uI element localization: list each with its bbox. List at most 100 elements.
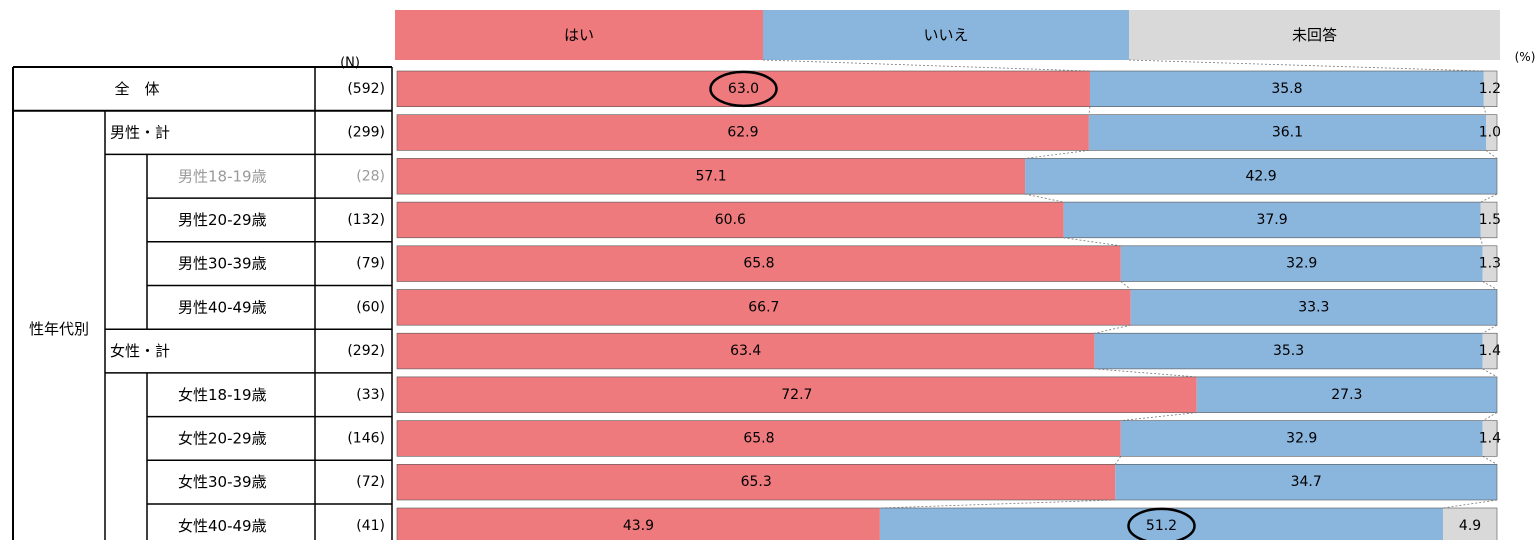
connector-line bbox=[1025, 193, 1064, 203]
bar-segment-1 bbox=[1063, 202, 1481, 238]
data-label-2: 4.9 bbox=[1459, 518, 1481, 534]
data-label-1: 42.9 bbox=[1245, 168, 1276, 184]
bar-segment-1 bbox=[1090, 71, 1484, 107]
connector-line bbox=[1025, 150, 1089, 159]
highlight-circle bbox=[1127, 507, 1196, 540]
legend-label-2: 未回答 bbox=[1292, 26, 1337, 44]
legend-label-0: はい bbox=[564, 26, 594, 44]
legend-connector bbox=[762, 59, 1091, 72]
bar-outline bbox=[396, 289, 1498, 326]
data-label-0: 60.6 bbox=[715, 212, 746, 228]
bar-segment-0 bbox=[397, 508, 880, 540]
legend-label-1: いいえ bbox=[923, 26, 968, 44]
row-n: (33) bbox=[356, 387, 385, 403]
row-label: 全 体 bbox=[114, 80, 159, 98]
bar-segment-2 bbox=[1443, 508, 1497, 540]
bar-outline bbox=[396, 70, 1498, 108]
data-label-0: 63.0 bbox=[728, 81, 759, 97]
bar-segment-1 bbox=[1088, 114, 1486, 151]
connector-line bbox=[879, 499, 1116, 509]
row-label: 女性40-49歳 bbox=[178, 517, 267, 535]
connector-line bbox=[1482, 368, 1498, 378]
connector-line bbox=[1088, 106, 1091, 115]
bar-segment-1 bbox=[1130, 289, 1497, 326]
data-label-0: 63.4 bbox=[730, 343, 761, 359]
bar-outline bbox=[396, 376, 1498, 413]
data-label-0: 66.7 bbox=[748, 299, 779, 315]
connector-line bbox=[1120, 281, 1131, 290]
connector-line bbox=[1480, 193, 1498, 203]
data-label-2: 1.3 bbox=[1479, 256, 1501, 272]
data-label-0: 57.1 bbox=[695, 168, 726, 184]
row-n: (299) bbox=[347, 125, 385, 141]
bar-segment-0 bbox=[397, 71, 1090, 107]
connector-line bbox=[1482, 455, 1498, 465]
connector-line bbox=[1120, 412, 1197, 421]
data-label-2: 1.2 bbox=[1479, 81, 1501, 97]
row-n: (592) bbox=[347, 81, 385, 97]
data-label-1: 51.2 bbox=[1146, 518, 1177, 534]
data-label-0: 65.3 bbox=[741, 474, 772, 490]
bar-segment-2 bbox=[1482, 333, 1499, 369]
data-label-0: 72.7 bbox=[781, 387, 812, 403]
row-n: (132) bbox=[347, 212, 385, 228]
data-label-1: 27.3 bbox=[1331, 387, 1362, 403]
group-label: 性年代別 bbox=[29, 320, 89, 338]
data-label-1: 32.9 bbox=[1286, 430, 1317, 446]
connector-line bbox=[1443, 499, 1498, 509]
bar-segment-0 bbox=[397, 158, 1026, 195]
connector-line bbox=[1485, 150, 1498, 159]
data-label-0: 62.9 bbox=[727, 125, 758, 141]
bar-segment-1 bbox=[1196, 376, 1497, 413]
bar-segment-0 bbox=[397, 202, 1064, 238]
data-label-1: 33.3 bbox=[1298, 299, 1329, 315]
row-label: 女性・計 bbox=[110, 342, 170, 360]
bar-segment-1 bbox=[1120, 420, 1483, 457]
bar-segment-0 bbox=[397, 114, 1089, 151]
data-label-2: 1.4 bbox=[1479, 343, 1501, 359]
bar-outline bbox=[396, 245, 1498, 282]
bar-segment-0 bbox=[397, 376, 1197, 413]
row-n: (60) bbox=[356, 299, 385, 315]
bar-outline bbox=[396, 463, 1498, 501]
legend-swatch-1 bbox=[763, 10, 1129, 60]
row-label: 男性・計 bbox=[110, 124, 170, 142]
bar-outline bbox=[396, 507, 1498, 540]
row-label: 女性20-29歳 bbox=[178, 429, 267, 447]
data-label-1: 36.1 bbox=[1272, 125, 1303, 141]
data-label-2: 1.5 bbox=[1479, 212, 1501, 228]
row-n: (28) bbox=[356, 168, 385, 184]
bar-segment-2 bbox=[1482, 245, 1497, 282]
row-n: (41) bbox=[356, 518, 385, 534]
connector-line bbox=[1094, 368, 1197, 378]
legend-swatch-2 bbox=[1129, 10, 1500, 60]
n-header: (N) bbox=[340, 56, 360, 71]
connector-line bbox=[1094, 324, 1131, 334]
bar-segment-1 bbox=[1115, 464, 1497, 500]
data-label-1: 37.9 bbox=[1256, 212, 1287, 228]
data-label-0: 43.9 bbox=[623, 518, 654, 534]
bar-segment-2 bbox=[1480, 202, 1497, 238]
data-label-1: 35.8 bbox=[1271, 81, 1302, 97]
row-label: 男性40-49歳 bbox=[178, 298, 267, 316]
row-label: 女性18-19歳 bbox=[178, 386, 267, 404]
bar-segment-0 bbox=[397, 245, 1121, 282]
connector-line bbox=[1480, 237, 1484, 246]
data-label-0: 65.8 bbox=[743, 430, 774, 446]
bar-outline bbox=[396, 114, 1498, 151]
bar-segment-2 bbox=[1483, 71, 1497, 107]
connector-line bbox=[1482, 324, 1498, 334]
bar-segment-0 bbox=[397, 289, 1131, 326]
bar-segment-0 bbox=[397, 333, 1095, 369]
data-label-2: 1.0 bbox=[1479, 125, 1501, 141]
row-n: (79) bbox=[356, 256, 385, 272]
bar-outline bbox=[396, 158, 1498, 195]
data-label-1: 32.9 bbox=[1286, 256, 1317, 272]
bar-segment-2 bbox=[1486, 114, 1497, 151]
row-label: 男性30-39歳 bbox=[178, 255, 267, 273]
bar-segment-1 bbox=[879, 508, 1444, 540]
connector-line bbox=[1482, 281, 1498, 290]
connector-line bbox=[1063, 237, 1121, 247]
connector-line bbox=[1114, 456, 1122, 465]
